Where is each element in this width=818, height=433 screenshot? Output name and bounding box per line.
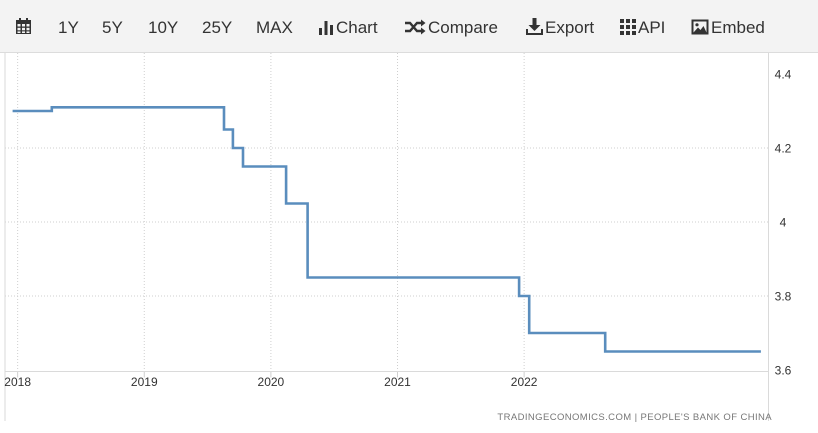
download-icon <box>526 18 543 36</box>
x-tick-labels: 2018 2019 2020 2021 2022 <box>4 375 537 389</box>
y-tick-label: 4 <box>780 216 787 230</box>
x-tick-label: 2019 <box>131 375 158 389</box>
y-tick-label: 3.6 <box>775 364 792 378</box>
series-line <box>12 106 761 353</box>
export-button[interactable]: Export <box>526 0 594 52</box>
x-tick-label: 2020 <box>258 375 285 389</box>
embed-button-label: Embed <box>711 18 765 37</box>
grid-icon <box>620 18 636 35</box>
calendar-icon <box>16 18 31 35</box>
range-max-button[interactable]: MAX <box>256 18 293 37</box>
chart-button[interactable]: Chart <box>318 0 378 52</box>
chart-button-label: Chart <box>336 18 378 37</box>
bar-chart-icon <box>319 20 333 35</box>
calendar-button[interactable] <box>15 0 32 52</box>
series-layer <box>12 106 761 353</box>
compare-button-label: Compare <box>428 18 498 37</box>
chart-area: 2018 2019 2020 2021 2022 4.4 4.2 4 3.8 3.6 TRADI… <box>0 53 818 433</box>
grid-layer <box>5 53 769 378</box>
compare-button[interactable]: Compare <box>404 0 498 52</box>
shuffle-icon <box>405 19 426 35</box>
embed-button[interactable]: Embed <box>691 0 765 52</box>
y-tick-label: 4.4 <box>775 68 792 82</box>
y-tick-label: 4.2 <box>775 142 792 156</box>
chart-toolbar: 1Y 5Y 10Y 25Y MAX Chart Compare Export <box>0 0 818 53</box>
x-tick-label: 2021 <box>384 375 411 389</box>
x-tick-label: 2022 <box>511 375 538 389</box>
y-tick-labels: 4.4 4.2 4 3.8 3.6 <box>775 68 792 378</box>
range-10y-button[interactable]: 10Y <box>148 18 179 37</box>
export-button-label: Export <box>545 18 595 37</box>
x-tick-label: 2018 <box>4 375 31 389</box>
image-icon <box>691 19 709 35</box>
range-1y-button[interactable]: 1Y <box>58 18 79 37</box>
source-attribution: TRADINGECONOMICS.COM | PEOPLE'S BANK OF … <box>497 412 772 423</box>
line-chart: 2018 2019 2020 2021 2022 4.4 4.2 4 3.8 3.6 TRADI… <box>4 53 792 423</box>
api-button-label: API <box>638 18 666 37</box>
range-25y-button[interactable]: 25Y <box>202 18 233 37</box>
y-tick-label: 3.8 <box>775 290 792 304</box>
range-5y-button[interactable]: 5Y <box>102 18 123 37</box>
api-button[interactable]: API <box>620 0 665 52</box>
